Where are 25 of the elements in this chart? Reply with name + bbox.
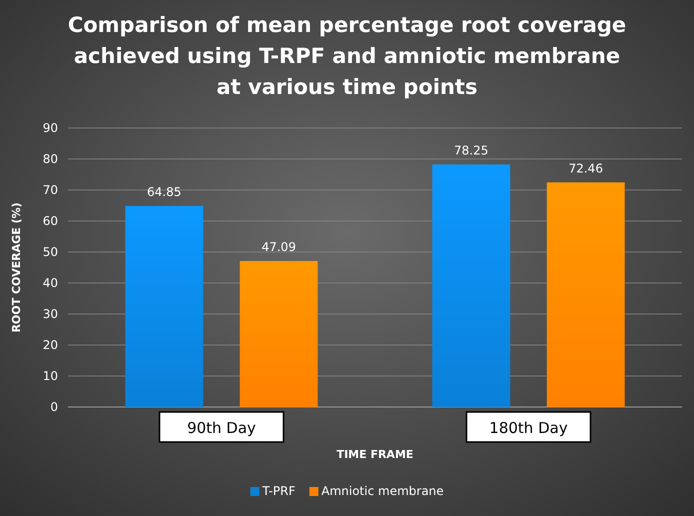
y-tick-label: 90 [42, 120, 58, 135]
bar [240, 261, 318, 407]
y-tick-label: 70 [42, 182, 58, 197]
chart-title: Comparison of mean percentage root coverage achieved using T-RPF and amniotic membrane at various time points [68, 13, 626, 99]
legend-label: T-PRF [261, 484, 296, 498]
data-label: 78.25 [454, 143, 488, 158]
x-tick-label: 90th Day [187, 419, 256, 437]
legend-label: Amniotic membrane [321, 484, 444, 498]
y-tick-label: 10 [42, 368, 58, 383]
bar [546, 182, 625, 407]
y-tick-label: 50 [42, 244, 58, 259]
y-tick-label: 40 [42, 276, 58, 290]
x-axis-title: TIME FRAME [336, 448, 414, 461]
y-tick-label: 0 [50, 400, 58, 414]
x-tick-label: 180th Day [489, 419, 568, 437]
y-tick-label: 20 [42, 338, 58, 352]
data-label: 72.46 [568, 161, 603, 176]
y-axis-title: ROOT COVERAGE (%) [10, 202, 23, 333]
data-label: 64.85 [147, 184, 182, 199]
y-tick-label: 30 [42, 306, 58, 321]
data-label: 47.09 [262, 240, 296, 254]
y-tick-label: 80 [42, 152, 58, 166]
bar [432, 164, 510, 407]
y-tick-label: 60 [42, 214, 58, 228]
bar [125, 206, 204, 407]
